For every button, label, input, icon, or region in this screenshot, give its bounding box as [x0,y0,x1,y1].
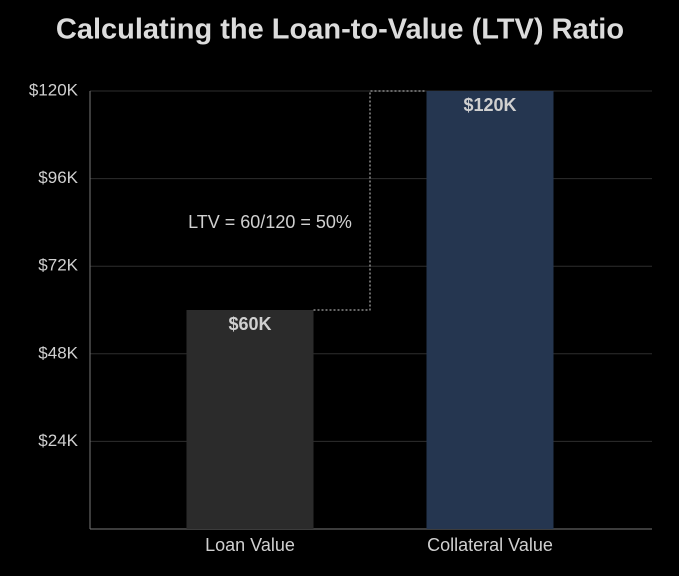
annotation: LTV = 60/120 = 50% [188,212,352,232]
y-tick-label: $96K [38,168,78,187]
bar [186,310,314,529]
chart-title: Calculating the Loan-to-Value (LTV) Rati… [56,14,624,46]
value-label: $60K [228,314,271,334]
value-label: $120K [463,95,516,115]
x-tick-label: Collateral Value [427,535,553,555]
y-tick-label: $72K [38,256,78,275]
y-tick-label: $24K [38,431,78,450]
connector [313,90,427,311]
x-tick-label: Loan Value [205,535,295,555]
y-tick-label: $120K [29,80,79,99]
y-tick-label: $48K [38,343,78,362]
bar [426,91,554,529]
